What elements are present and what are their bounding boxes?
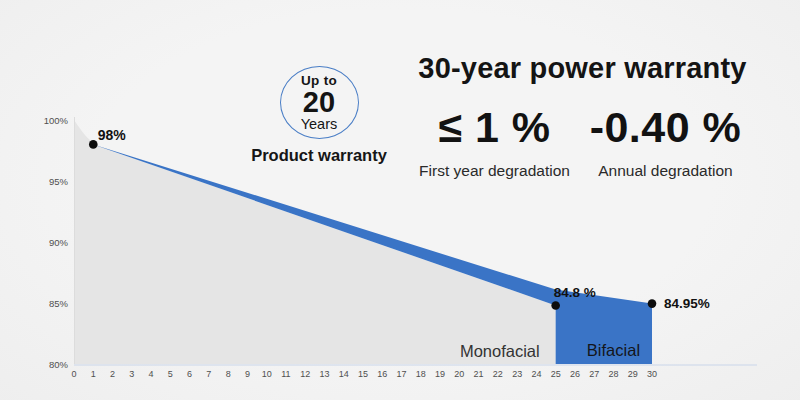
x-tick-label: 27: [589, 369, 599, 379]
chart-title: 30-year power warranty: [405, 52, 760, 85]
x-tick-label: 28: [608, 369, 618, 379]
x-tick-label: 30: [647, 369, 657, 379]
product-warranty-badge: Up to 20 Years Product warranty: [244, 66, 394, 165]
area-label-monofacial: Monofacial: [460, 342, 540, 360]
area-label-bifacial: Bifacial: [587, 341, 640, 359]
x-tick-label: 2: [110, 369, 115, 379]
badge-years-unit: Years: [301, 117, 338, 132]
x-tick-label: 24: [531, 369, 541, 379]
y-tick-label: 100%: [44, 115, 69, 126]
data-point-marker: [89, 140, 98, 149]
x-tick-label: 4: [149, 369, 154, 379]
data-point-marker: [648, 299, 657, 308]
x-tick-label: 7: [206, 369, 211, 379]
x-tick-label: 19: [435, 369, 445, 379]
x-tick-label: 14: [339, 369, 349, 379]
x-tick-label: 26: [570, 369, 580, 379]
x-tick-label: 11: [281, 369, 290, 379]
y-tick-label: 95%: [49, 176, 69, 187]
stat-annual-degradation: -0.40 % Annual degradation: [573, 103, 758, 180]
badge-circle: Up to 20 Years: [280, 66, 359, 139]
data-point-label: 84.8 %: [554, 285, 596, 300]
y-tick-label: 85%: [49, 298, 69, 309]
x-tick-label: 25: [551, 369, 561, 379]
data-point-label: 84.95%: [664, 296, 710, 311]
badge-caption: Product warranty: [244, 146, 394, 165]
x-tick-label: 8: [226, 369, 231, 379]
x-tick-label: 9: [245, 369, 250, 379]
x-tick-label: 29: [628, 369, 638, 379]
x-tick-label: 20: [454, 369, 464, 379]
x-tick-label: 12: [300, 369, 310, 379]
x-tick-label: 23: [512, 369, 522, 379]
x-tick-label: 0: [71, 369, 76, 379]
stat-label-first-year: First year degradation: [402, 162, 587, 180]
stat-first-year-degradation: ≤ 1 % First year degradation: [402, 103, 587, 180]
data-point-marker: [551, 301, 560, 310]
stat-value-first-year: ≤ 1 %: [402, 103, 587, 152]
x-tick-label: 10: [262, 369, 272, 379]
stat-value-annual: -0.40 %: [573, 103, 758, 152]
x-tick-label: 18: [416, 369, 426, 379]
y-tick-label: 80%: [49, 359, 69, 370]
x-tick-label: 21: [474, 369, 484, 379]
x-tick-label: 13: [319, 369, 329, 379]
x-tick-label: 3: [129, 369, 134, 379]
badge-years-number: 20: [303, 88, 335, 117]
x-tick-label: 1: [91, 369, 96, 379]
x-tick-label: 6: [187, 369, 192, 379]
y-tick-label: 90%: [49, 237, 69, 248]
x-tick-label: 16: [377, 369, 387, 379]
x-tick-label: 5: [168, 369, 173, 379]
page: 100%95%90%85%80%012345678910111213141516…: [0, 0, 800, 400]
x-tick-label: 15: [358, 369, 368, 379]
stat-label-annual: Annual degradation: [573, 162, 758, 180]
x-tick-label: 22: [493, 369, 503, 379]
x-tick-label: 17: [397, 369, 407, 379]
data-point-label: 98%: [98, 127, 127, 143]
